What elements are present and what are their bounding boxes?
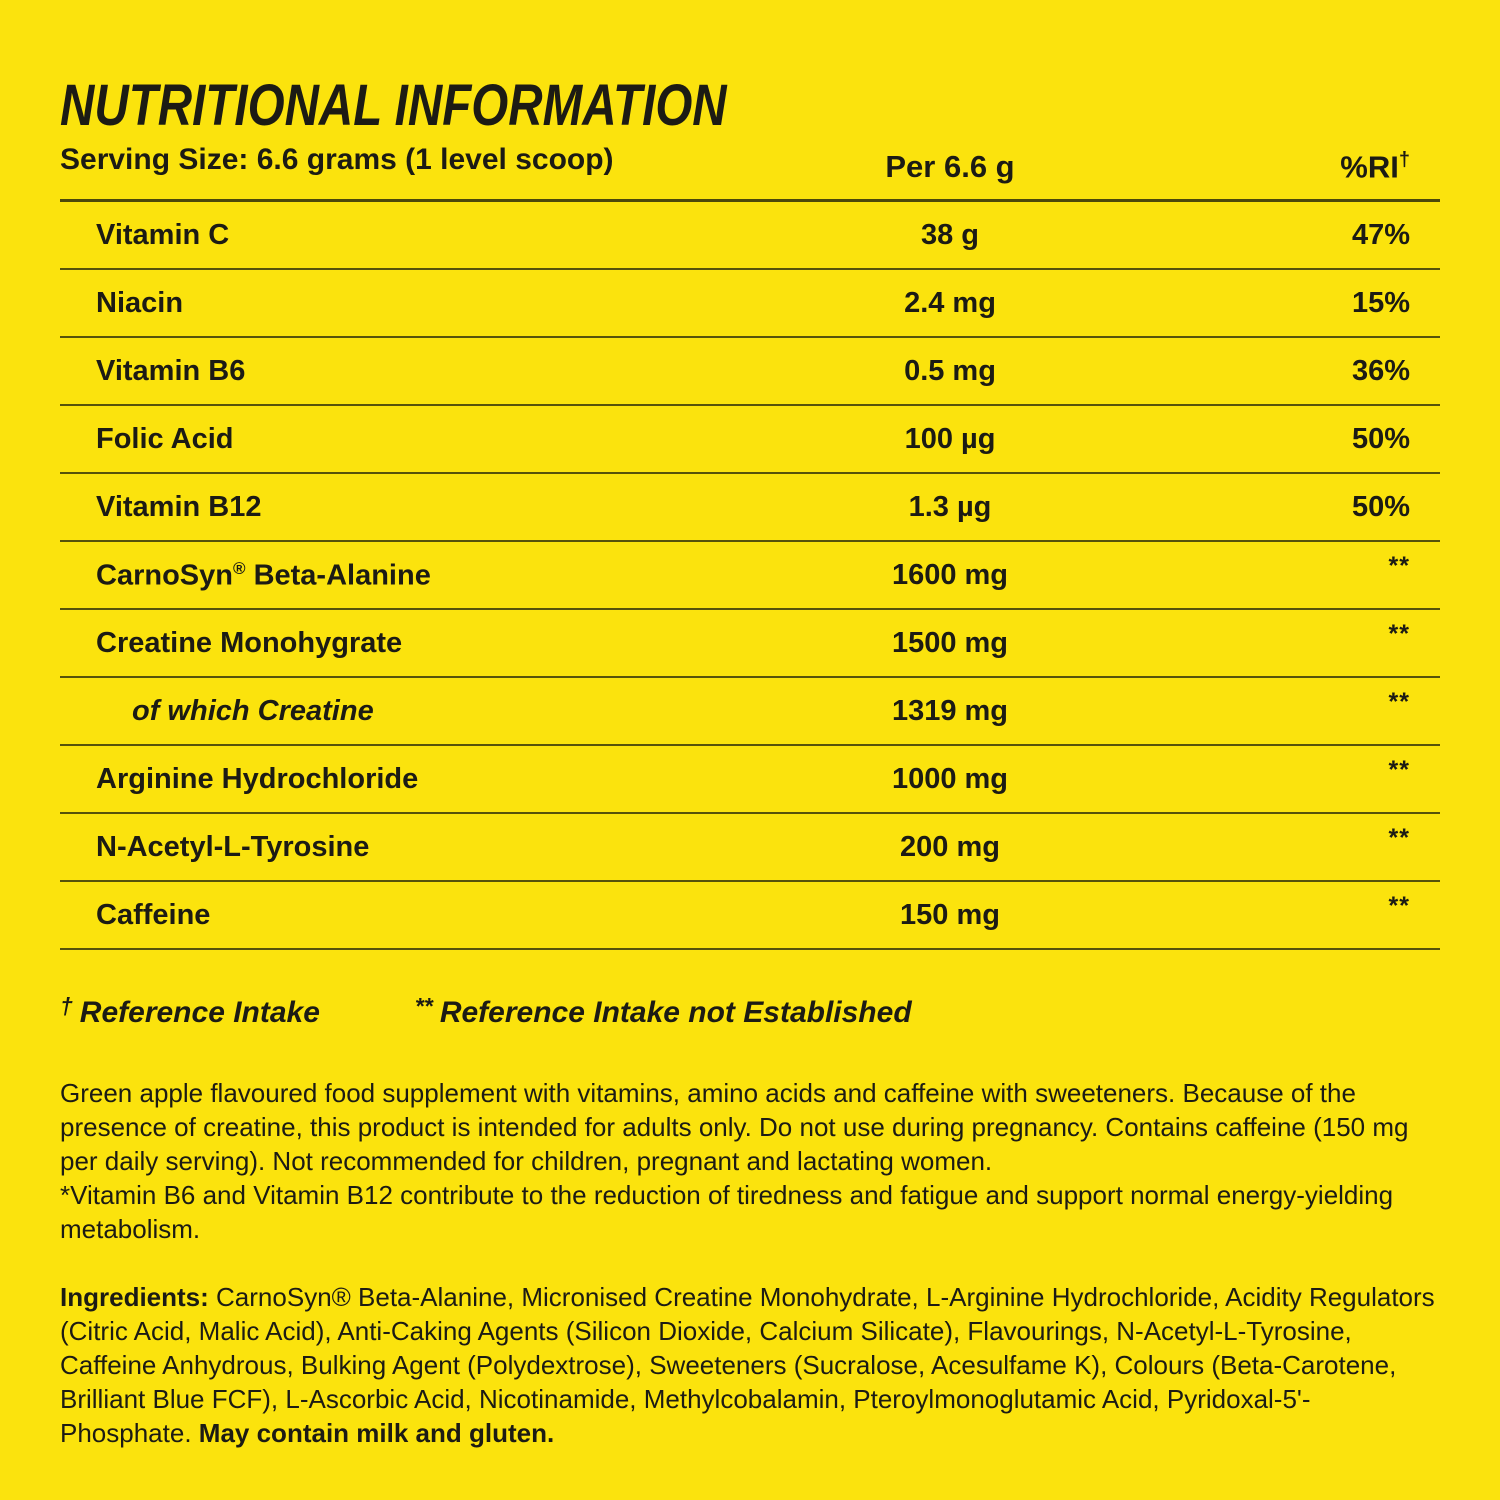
row-percent: ** [1388, 619, 1410, 648]
dagger-marker: † [60, 993, 73, 1020]
allergen-statement: May contain milk and gluten. [198, 1418, 555, 1449]
table-row: Folic Acid 100 µg 50% [60, 406, 1440, 475]
row-amount: 2.4 mg [904, 286, 996, 319]
row-percent: 36% [1351, 354, 1410, 387]
row-amount: 1319 mg [891, 694, 1009, 727]
row-percent: 50% [1351, 422, 1410, 455]
table-row: Caffeine 150 mg ** [60, 882, 1440, 951]
row-name: Vitamin C [96, 218, 230, 251]
description-paragraph: Green apple flavoured food supplement wi… [60, 1076, 1440, 1246]
table-row: Vitamin C 38 g 47% [60, 202, 1440, 271]
row-amount: 1500 mg [891, 626, 1009, 659]
footnote-text: Reference Intake not Established [439, 996, 912, 1030]
row-name: Creatine Monohygrate [96, 626, 403, 659]
row-amount: 1600 mg [891, 558, 1009, 591]
table-row: Vitamin B6 0.5 mg 36% [60, 338, 1440, 407]
row-percent: ** [1388, 755, 1410, 784]
description-note: *Vitamin B6 and Vitamin B12 contribute t… [60, 1180, 1394, 1245]
row-name: Arginine Hydrochloride [96, 762, 419, 795]
row-percent: 47% [1351, 218, 1410, 251]
ingredients-text: CarnoSyn® Beta-Alanine, Micronised Creat… [60, 1282, 1435, 1449]
row-amount: 100 µg [904, 422, 996, 455]
row-name: Niacin [96, 286, 184, 319]
page-title: NUTRITIONAL INFORMATION [60, 0, 1440, 139]
table-row: Vitamin B12 1.3 µg 50% [60, 474, 1440, 543]
row-amount: 1.3 µg [908, 490, 992, 523]
ingredients-label: Ingredients: [60, 1282, 209, 1313]
footnotes: † Reference Intake ** Reference Intake not… [60, 993, 1440, 1030]
row-percent: ** [1388, 823, 1410, 852]
table-header-row: Serving Size: 6.6 grams (1 level scoop) … [60, 143, 1440, 199]
row-amount: 200 mg [900, 830, 1000, 863]
row-amount: 150 mg [900, 898, 1000, 931]
page-title-text: NUTRITIONAL INFORMATION [60, 73, 727, 138]
footnote-text: Reference Intake [79, 996, 320, 1030]
row-percent: 50% [1351, 490, 1410, 523]
row-amount: 38 g [920, 218, 980, 251]
table-row: Creatine Monohygrate 1500 mg ** [60, 610, 1440, 679]
percent-ri-text: %RI [1340, 149, 1399, 185]
column-header-amount: Per 6.6 g [885, 149, 1015, 185]
serving-size-label: Serving Size: 6.6 grams (1 level scoop) [60, 143, 614, 177]
row-name: Vitamin B6 [96, 354, 246, 387]
row-name: N-Acetyl-L-Tyrosine [96, 830, 370, 863]
row-name: Caffeine [96, 898, 211, 931]
table-row: CarnoSyn® Beta-Alanine 1600 mg ** [60, 542, 1440, 611]
footnote-not-established: ** Reference Intake not Established [414, 993, 912, 1030]
column-header-percent: %RI† [1130, 149, 1440, 185]
dagger-symbol: † [1398, 149, 1410, 171]
table-row: N-Acetyl-L-Tyrosine 200 mg ** [60, 814, 1440, 883]
row-name: Vitamin B12 [96, 490, 262, 523]
nutrition-table: Vitamin C 38 g 47% Niacin 2.4 mg 15% Vit… [60, 199, 1440, 951]
row-name: CarnoSyn® Beta-Alanine [96, 558, 431, 592]
table-row: of which Creatine 1319 mg ** [60, 678, 1440, 747]
registered-trademark-symbol: ® [232, 558, 246, 578]
double-asterisk-marker: ** [414, 993, 433, 1020]
row-amount: 0.5 mg [904, 354, 996, 387]
description-text: Green apple flavoured food supplement wi… [60, 1078, 1409, 1177]
row-percent: ** [1388, 891, 1410, 920]
ingredients-paragraph: Ingredients: CarnoSyn® Beta-Alanine, Mic… [60, 1280, 1440, 1450]
row-percent: 15% [1351, 286, 1410, 319]
table-row: Niacin 2.4 mg 15% [60, 270, 1440, 339]
footnote-reference-intake: † Reference Intake [60, 993, 320, 1030]
row-amount: 1000 mg [891, 762, 1009, 795]
row-percent: ** [1388, 551, 1410, 580]
row-name: of which Creatine [132, 694, 374, 727]
row-name: Folic Acid [96, 422, 234, 455]
table-row: Arginine Hydrochloride 1000 mg ** [60, 746, 1440, 815]
row-percent: ** [1388, 687, 1410, 716]
